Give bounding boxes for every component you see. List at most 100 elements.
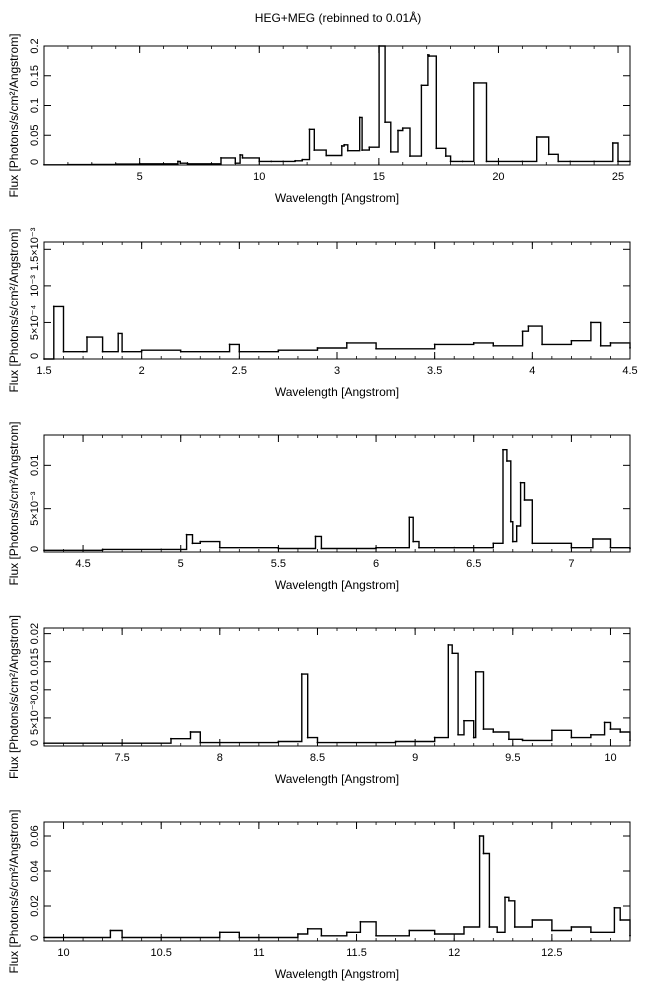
x-tick-label: 9.5 bbox=[505, 752, 520, 764]
data-point bbox=[52, 305, 55, 308]
x-tick-label: 4 bbox=[529, 365, 535, 377]
data-point bbox=[497, 160, 500, 163]
data-point bbox=[306, 736, 309, 739]
x-axis-label: Wavelength [Angstrom] bbox=[275, 772, 399, 786]
data-point bbox=[521, 739, 524, 742]
spectrum-line bbox=[44, 449, 631, 551]
data-point bbox=[301, 158, 304, 161]
y-tick-label: 0.04 bbox=[29, 860, 41, 881]
data-point bbox=[547, 153, 550, 156]
data-point bbox=[519, 481, 522, 484]
x-axis-label: Wavelength [Angstrom] bbox=[275, 967, 399, 981]
data-point bbox=[138, 162, 141, 165]
data-point bbox=[101, 548, 104, 551]
data-point bbox=[511, 540, 514, 543]
data-point bbox=[170, 737, 172, 740]
panel-2: 1.5 2 2.5 3 3.5 4 4.5 0 5×10⁻⁴ 10⁻³ 1.5×10⁻³ Wavele… bbox=[7, 227, 638, 399]
data-point bbox=[531, 542, 534, 545]
y-tick-label: 0.06 bbox=[29, 825, 41, 846]
y-axis-label: Flux [Photons/s/cm²/Angstrom] bbox=[7, 228, 21, 392]
data-point bbox=[277, 547, 280, 550]
data-point bbox=[482, 728, 485, 731]
data-point bbox=[593, 160, 596, 163]
plot-frame bbox=[43, 627, 631, 747]
data-point bbox=[189, 731, 192, 733]
panel-5: 10 10.5 11 11.5 12 12.5 0 0.02 0.04 0.06 Wavelengt… bbox=[7, 809, 631, 981]
data-point bbox=[306, 927, 309, 930]
data-point bbox=[358, 116, 361, 119]
data-point bbox=[629, 739, 631, 742]
data-point bbox=[619, 731, 622, 733]
data-point bbox=[457, 733, 460, 736]
data-point bbox=[492, 344, 495, 347]
data-point bbox=[515, 525, 518, 527]
spectrum-line bbox=[44, 835, 631, 939]
data-point bbox=[359, 920, 362, 923]
data-point bbox=[199, 741, 202, 744]
data-point bbox=[277, 349, 280, 352]
x-tick-label: 5.5 bbox=[271, 558, 286, 570]
x-tick-label: 20 bbox=[492, 171, 504, 183]
data-point bbox=[228, 343, 231, 346]
data-point bbox=[590, 321, 592, 324]
data-point bbox=[346, 149, 349, 152]
data-point bbox=[43, 549, 45, 552]
data-point bbox=[492, 542, 495, 545]
x-tick-label: 2.5 bbox=[232, 365, 247, 377]
x-tick-label: 1.5 bbox=[36, 365, 51, 377]
data-point bbox=[478, 835, 481, 837]
data-point bbox=[570, 736, 573, 739]
x-tick-label: 6 bbox=[373, 558, 379, 570]
x-tick-label: 25 bbox=[612, 171, 624, 183]
data-point bbox=[325, 154, 328, 157]
data-point bbox=[258, 160, 261, 163]
y-tick-label: 5×10⁻⁴ bbox=[29, 305, 41, 341]
plot-frame bbox=[43, 821, 631, 942]
data-point bbox=[629, 160, 631, 163]
x-tick-label: 2 bbox=[139, 365, 145, 377]
y-axis-label: Flux [Photons/s/cm²/Angstrom] bbox=[7, 809, 21, 973]
data-point bbox=[140, 349, 143, 352]
data-point bbox=[177, 160, 179, 163]
data-point bbox=[591, 538, 594, 540]
data-point bbox=[609, 546, 612, 549]
y-tick-label: 0.05 bbox=[29, 125, 41, 146]
data-point bbox=[433, 736, 436, 739]
data-point bbox=[368, 146, 371, 149]
data-point bbox=[384, 121, 386, 124]
x-tick-label: 10 bbox=[253, 171, 265, 183]
data-point bbox=[412, 540, 415, 543]
data-point bbox=[472, 81, 475, 84]
y-tick-label: 0 bbox=[29, 546, 41, 552]
data-point bbox=[67, 163, 69, 166]
data-point bbox=[482, 852, 485, 855]
data-point bbox=[463, 926, 465, 928]
y-tick-label: 0.1 bbox=[29, 98, 41, 113]
data-point bbox=[361, 149, 364, 152]
x-tick-label: 9 bbox=[412, 752, 418, 764]
data-point bbox=[375, 934, 377, 937]
data-point bbox=[506, 460, 508, 462]
data-point bbox=[300, 673, 303, 675]
y-tick-label: 0.015 bbox=[29, 648, 41, 676]
data-point bbox=[389, 151, 392, 153]
data-point bbox=[375, 347, 377, 350]
data-point bbox=[603, 721, 606, 724]
data-point bbox=[238, 936, 241, 939]
data-point bbox=[507, 899, 510, 902]
data-point bbox=[220, 156, 222, 159]
x-tick-label: 3 bbox=[334, 365, 340, 377]
y-tick-label: 0.2 bbox=[29, 38, 41, 53]
data-point bbox=[43, 358, 45, 360]
data-point bbox=[121, 742, 124, 745]
x-tick-label: 12 bbox=[448, 947, 460, 959]
data-point bbox=[433, 343, 436, 346]
x-tick-label: 4.5 bbox=[75, 558, 90, 570]
y-tick-label: 0 bbox=[29, 935, 41, 941]
data-point bbox=[599, 344, 602, 347]
data-point bbox=[408, 929, 411, 932]
x-axis-label: Wavelength [Angstrom] bbox=[275, 191, 399, 205]
data-point bbox=[218, 546, 221, 549]
data-point bbox=[474, 670, 477, 673]
